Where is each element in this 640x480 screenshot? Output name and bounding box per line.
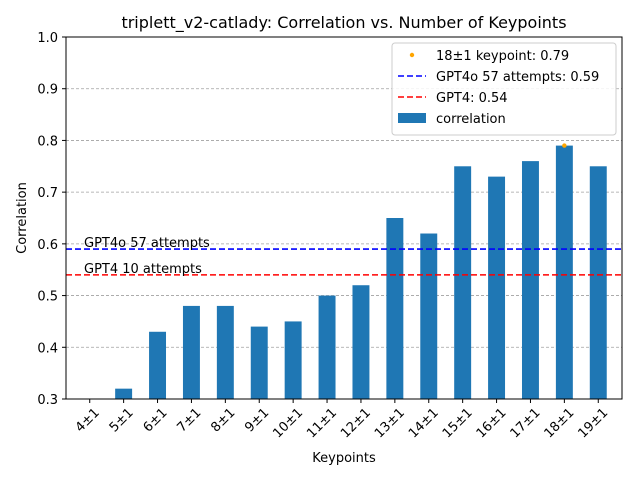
bar (555, 145, 573, 399)
highlight-point (562, 143, 567, 148)
highlight-marker (562, 143, 567, 148)
y-axis-label: Correlation (15, 182, 30, 254)
bar (386, 218, 404, 399)
axes-frame (65, 36, 623, 400)
legend: 18±1 keypoint: 0.79 GPT4o 57 attempts: 0.… (391, 42, 617, 136)
legend-label: correlation (436, 112, 506, 127)
bar (352, 285, 370, 399)
bar (454, 166, 472, 399)
y-axis-ticks: 0.3 0.4 0.5 0.6 0.7 0.8 0.9 1.0 (37, 31, 66, 408)
bar (521, 161, 539, 399)
bar (420, 233, 438, 399)
bars (115, 145, 607, 399)
reference-line-label: GPT4o 57 attempts (84, 236, 210, 251)
y-tick-label: 0.8 (37, 134, 58, 149)
bar (589, 166, 607, 399)
bar (284, 321, 302, 399)
y-tick-label: 0.6 (37, 238, 58, 253)
bar (149, 331, 167, 399)
reference-line-label: GPT4 10 attempts (84, 262, 202, 277)
legend-box (391, 42, 617, 136)
legend-patch (398, 113, 426, 123)
legend-label: GPT4o 57 attempts: 0.59 (436, 70, 599, 85)
y-tick-label: 0.9 (37, 83, 58, 98)
bar (318, 295, 336, 399)
reference-lines: GPT4o 57 attempts GPT4 10 attempts (66, 236, 622, 277)
legend-label: GPT4: 0.54 (436, 91, 508, 106)
y-tick-label: 1.0 (37, 31, 58, 46)
legend-marker (409, 52, 415, 58)
chart-title: triplett_v2-catlady: Correlation vs. Num… (121, 13, 566, 33)
bar (250, 326, 268, 399)
y-tick-label: 0.4 (37, 341, 58, 356)
bar (115, 388, 133, 399)
legend-label: 18±1 keypoint: 0.79 (436, 49, 569, 64)
y-tick-label: 0.7 (37, 186, 58, 201)
y-tick-label: 0.5 (37, 290, 58, 305)
bar (182, 305, 200, 399)
bar (216, 305, 234, 399)
bar (488, 176, 506, 399)
x-axis-label: Keypoints (312, 451, 376, 466)
y-tick-label: 0.3 (37, 393, 58, 408)
